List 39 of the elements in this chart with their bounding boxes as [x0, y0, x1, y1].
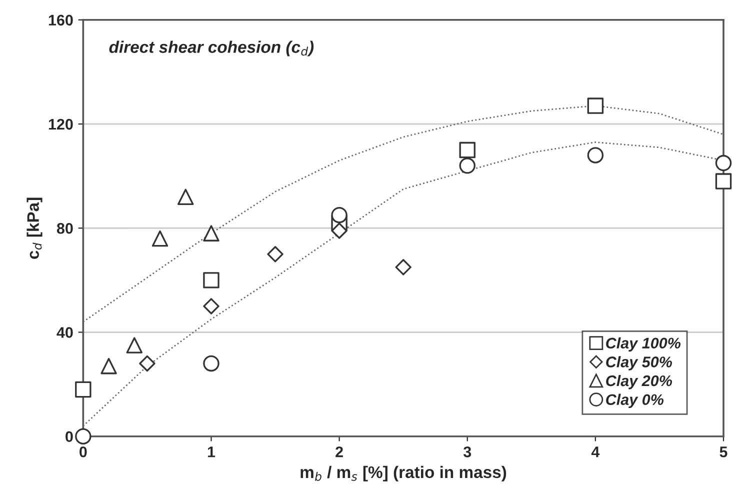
point	[331, 206, 348, 224]
point	[715, 173, 732, 190]
point	[152, 230, 168, 247]
point	[203, 298, 220, 314]
point	[459, 142, 476, 158]
legend-label: Clay 100%	[606, 337, 681, 352]
point	[100, 358, 117, 374]
point	[203, 272, 220, 288]
x-tick-label: 2	[336, 446, 343, 458]
point	[587, 98, 604, 114]
legend-label: Clay 0%	[606, 394, 664, 408]
point	[126, 337, 143, 354]
x-axis-title: m$_{b}$ / m$_{s}$ [%] (ratio in mass)	[300, 466, 506, 482]
point	[139, 355, 156, 372]
point	[331, 222, 348, 239]
point	[75, 428, 92, 444]
legend-label: Clay 20%	[606, 374, 672, 390]
point	[587, 147, 604, 164]
point	[203, 355, 220, 372]
point	[715, 154, 732, 172]
y-tick-label: 0	[66, 431, 73, 442]
y-tick-label: 80	[56, 222, 73, 234]
x-tick-label: 3	[463, 446, 472, 458]
legend-label: Clay 50%	[606, 356, 672, 370]
y-axis-title: c$_{d}$ [kPa]	[26, 198, 42, 259]
point	[203, 225, 220, 242]
y-tick-label: 160	[48, 14, 73, 26]
y-tick-label: 40	[56, 327, 73, 338]
x-tick-label: 0	[80, 446, 87, 458]
point	[395, 259, 412, 276]
x-tick-label: 4	[591, 446, 600, 458]
y-tick-label: 120	[48, 118, 73, 130]
x-tick-label: 5	[720, 446, 728, 458]
x-tick-label: 1	[208, 446, 216, 458]
point	[267, 246, 284, 262]
point	[75, 381, 92, 398]
point	[178, 188, 194, 206]
text: direct shear cohesion (c$_{d}$)	[109, 40, 314, 56]
point	[459, 158, 476, 174]
